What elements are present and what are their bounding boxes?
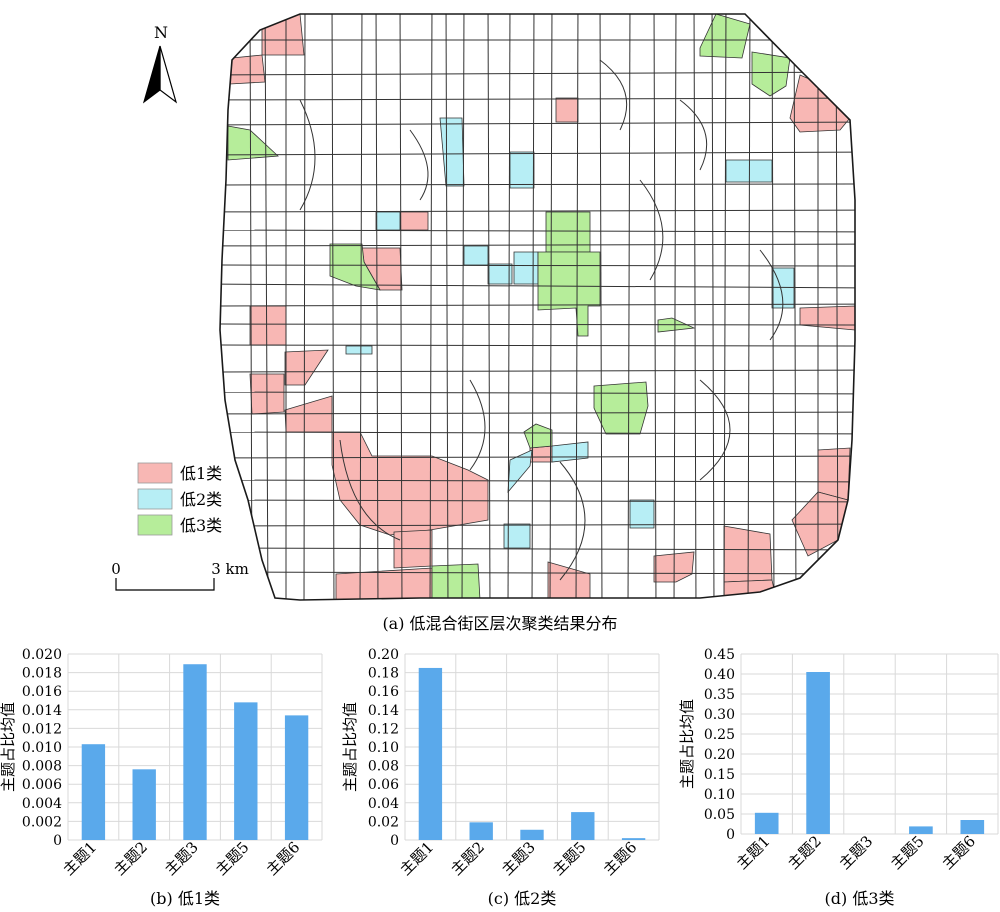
chart-caption: (c) 低2类 [488,889,557,908]
x-tick-label: 主题5 [549,838,590,879]
y-tick-label: 0.16 [368,684,399,700]
bar [469,822,493,840]
bar [284,715,309,840]
north-arrow: N [142,23,178,104]
legend: 低1类 低2类 低3类 [137,462,222,536]
y-axis-label: 主题占比均值 [0,702,17,792]
map-area [220,14,855,600]
x-tick-label: 主题6 [600,838,641,879]
y-tick-label: 0.012 [22,721,62,737]
y-tick-label: 0.12 [368,721,399,737]
x-tick-label: 主题3 [836,832,877,873]
bar [81,744,106,840]
y-tick-label: 0.20 [704,747,735,763]
legend-swatch-low1 [137,462,173,484]
x-tick-label: 主题3 [161,838,202,879]
bar-chart-low1: 0 0.002 0.004 0.006 0.008 0.010 0.012 0.014 0.01… [0,647,323,908]
y-tick-label: 0.008 [22,759,62,775]
y-tick-label: 0.06 [368,777,399,793]
y-axis-label: 主题占比均值 [341,702,359,792]
y-tick-label: 0.05 [704,807,735,823]
y-tick-label: 0.25 [704,727,735,743]
block-cluster-map: N 低1类 低2类 低3类 0 3 km [111,13,856,601]
x-tick-label: 主题1 [397,838,438,879]
x-tick-label: 主题3 [498,838,539,879]
bar [806,672,830,834]
y-tick-label: 0.15 [704,767,735,783]
y-tick-label: 0.004 [22,796,62,812]
y-tick-label: 0.45 [704,647,735,663]
scale-start-label: 0 [111,560,121,578]
y-tick-label: 0.016 [22,684,62,700]
x-tick-label: 主题2 [110,838,151,879]
x-tick-label: 主题5 [212,838,253,879]
road-network [220,14,855,600]
legend-label-low2: 低2类 [180,490,222,509]
bar [183,664,207,840]
bar [621,838,646,840]
chart-caption: (d) 低3类 [825,889,895,908]
y-tick-label: 0.04 [368,796,399,812]
y-tick-label: 0 [53,833,62,849]
y-tick-label: 0.30 [704,707,735,723]
bar [418,667,443,840]
y-tick-label: 0.02 [368,814,399,830]
y-tick-label: 0.10 [368,740,399,756]
y-tick-label: 0.002 [22,814,62,830]
chart-caption: (b) 低1类 [150,889,220,908]
y-axis-label: 主题占比均值 [678,699,696,789]
y-tick-label: 0.010 [22,740,62,756]
y-tick-label: 0.014 [22,703,62,719]
y-tick-label: 0.08 [368,759,399,775]
scale-bar: 0 3 km [111,560,249,591]
x-tick-label: 主题5 [887,832,928,873]
scale-end-label: 3 km [211,560,249,578]
y-tick-label: 0.35 [704,687,735,703]
x-tick-label: 主题1 [60,838,101,879]
bar [234,702,258,840]
legend-swatch-low2 [137,488,173,510]
north-arrow-icon [159,45,178,104]
x-tick-label: 主题1 [733,832,774,873]
bar [909,826,933,834]
legend-swatch-low3 [137,514,173,536]
y-tick-label: 0.020 [22,647,62,663]
map-caption: (a) 低混合街区层次聚类结果分布 [382,614,618,633]
bar [132,769,156,840]
y-tick-label: 0.14 [368,703,399,719]
bar-chart-low2: 0 0.02 0.04 0.06 0.08 0.10 0.12 0.14 0.16 0.18 0.2… [341,647,660,908]
y-tick-label: 0.018 [22,666,62,682]
north-label: N [154,23,168,42]
y-tick-label: 0.20 [368,647,399,663]
x-tick-label: 主题2 [784,832,825,873]
y-tick-label: 0.18 [368,666,399,682]
y-tick-label: 0.40 [704,667,735,683]
bar [754,812,779,834]
y-tick-label: 0 [726,827,735,843]
x-tick-label: 主题6 [263,838,304,879]
bar [960,820,985,834]
bar-chart-low3: 0 0.05 0.10 0.15 0.20 0.25 0.30 0.35 0.40 0.45 主题1… [678,647,999,908]
city-boundary [219,13,856,601]
legend-label-low1: 低1类 [180,464,222,483]
bar [571,812,595,840]
bar [520,829,544,840]
y-tick-label: 0.006 [22,777,62,793]
y-tick-label: 0 [390,833,399,849]
x-tick-label: 主题6 [938,832,979,873]
y-tick-label: 0.10 [704,787,735,803]
legend-label-low3: 低3类 [180,516,222,535]
x-tick-label: 主题2 [447,838,488,879]
